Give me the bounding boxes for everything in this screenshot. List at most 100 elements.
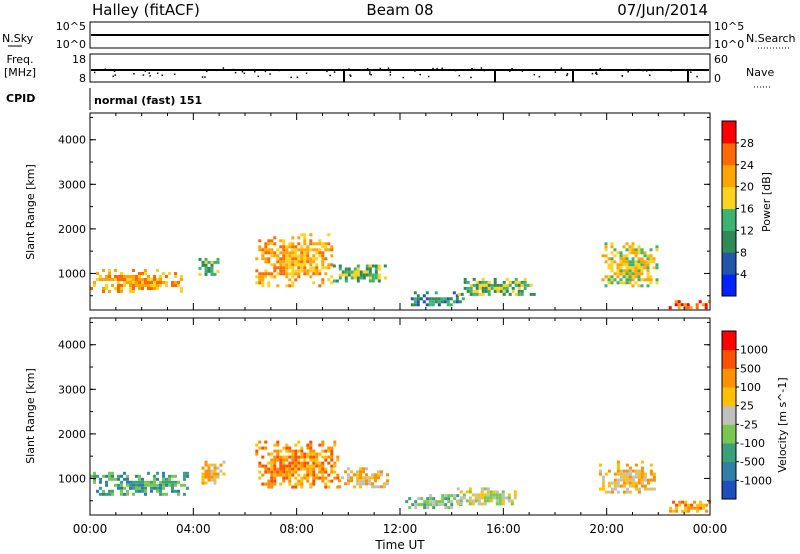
echo-cell	[138, 281, 141, 284]
echo-cell	[607, 281, 611, 285]
nave-dot	[591, 72, 594, 75]
echo-cell	[270, 263, 274, 267]
echo-cell	[207, 266, 211, 270]
nave-dot	[144, 70, 146, 72]
echo-cell	[616, 275, 620, 279]
echo-cell	[356, 264, 360, 268]
echo-cell	[132, 290, 135, 293]
echo-cell	[291, 464, 295, 468]
echo-cell	[306, 461, 310, 465]
echo-cell	[144, 272, 147, 275]
echo-cell	[294, 254, 298, 258]
echo-cell	[288, 446, 292, 450]
echo-cell	[459, 496, 463, 500]
nave-dot	[257, 75, 260, 78]
echo-cell	[204, 460, 208, 464]
echo-cell	[616, 478, 620, 482]
echo-cell	[446, 297, 450, 301]
echo-cell	[288, 455, 292, 459]
echo-cell	[386, 482, 389, 486]
echo-cell	[637, 272, 641, 276]
echo-cell	[291, 275, 295, 279]
echo-cell	[273, 275, 277, 279]
echo-cell	[180, 290, 183, 293]
echo-cell	[353, 273, 357, 277]
echo-cell	[347, 467, 350, 471]
echo-cell	[315, 272, 319, 276]
nave-tick-high: 60	[714, 53, 728, 66]
echo-cell	[637, 490, 641, 494]
echo-cell	[607, 484, 611, 488]
echo-cell	[276, 440, 280, 444]
echo-cell	[689, 306, 693, 310]
echo-cell	[159, 281, 162, 284]
echo-cell	[156, 278, 159, 281]
echo-cell	[264, 269, 268, 273]
echo-cell	[416, 303, 420, 307]
echo-cell	[198, 266, 202, 270]
echo-cell	[368, 276, 372, 280]
echo-cell	[437, 300, 441, 304]
echo-cell	[318, 239, 322, 243]
echo-cell	[523, 277, 527, 281]
echo-cell	[270, 275, 274, 279]
echo-cell	[144, 278, 147, 281]
echo-cell	[321, 476, 325, 480]
echo-cell	[177, 489, 180, 493]
echo-cell	[520, 280, 524, 284]
echo-cell	[303, 236, 307, 240]
echo-cell	[291, 251, 295, 255]
nave-dot	[642, 69, 644, 72]
echo-cell	[520, 292, 524, 296]
echo-cell	[344, 482, 347, 486]
echo-cell	[279, 263, 283, 267]
echo-cell	[159, 483, 162, 487]
echo-cell	[279, 251, 283, 255]
echo-cell	[619, 260, 623, 264]
echo-cell	[616, 484, 620, 488]
echo-cell	[495, 496, 499, 500]
echo-cell	[288, 278, 292, 282]
velocity-cbar-label: Velocity [m s^-1]	[776, 377, 789, 472]
echo-cell	[634, 263, 638, 267]
echo-cell	[477, 502, 481, 506]
echo-cell	[330, 455, 334, 459]
echo-cell	[330, 254, 334, 258]
echo-cell	[607, 266, 611, 270]
echo-cell	[306, 455, 310, 459]
echo-cell	[261, 272, 265, 276]
echo-cell	[204, 257, 208, 261]
echo-cell	[258, 440, 262, 444]
echo-cell	[446, 300, 450, 304]
echo-cell	[309, 260, 313, 264]
echo-cell	[315, 476, 319, 480]
echo-cell	[213, 478, 217, 482]
echo-cell	[610, 487, 614, 491]
echo-cell	[285, 254, 289, 258]
echo-cell	[117, 290, 120, 293]
echo-cell	[285, 470, 289, 474]
echo-cell	[655, 263, 659, 267]
echo-cell	[631, 278, 635, 282]
echo-cell	[162, 471, 165, 475]
echo-cell	[695, 303, 699, 307]
echo-cell	[135, 486, 138, 490]
echo-cell	[315, 242, 319, 246]
echo-cell	[153, 486, 156, 490]
echo-cell	[513, 490, 517, 494]
echo-cell	[356, 470, 359, 474]
echo-cell	[330, 449, 334, 453]
echo-cell	[321, 449, 325, 453]
echo-cell	[270, 461, 274, 465]
colorbar-tick-label: 20	[740, 181, 754, 194]
x-tick-label: 00:00	[73, 522, 108, 536]
echo-cell	[96, 474, 99, 478]
echo-cell	[312, 482, 316, 486]
echo-cell	[453, 497, 457, 501]
echo-cell	[222, 460, 226, 464]
echo-cell	[186, 471, 189, 475]
echo-cell	[162, 477, 165, 481]
echo-cell	[144, 269, 147, 272]
echo-cell	[631, 272, 635, 276]
echo-cell	[297, 479, 301, 483]
